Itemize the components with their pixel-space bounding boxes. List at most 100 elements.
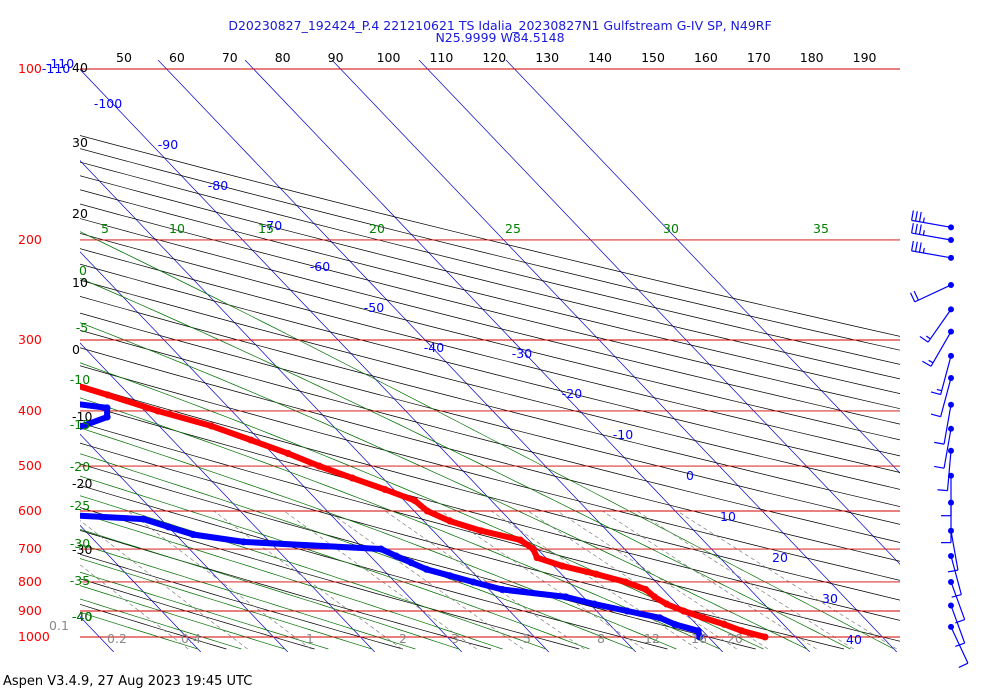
wind-barb-staff [911, 232, 952, 241]
isotherm-label: 10 [720, 509, 736, 524]
wind-barb-feather [934, 441, 945, 445]
dry-adiabat-line [80, 148, 900, 351]
wind-barb-dot [948, 472, 954, 479]
dewpoint-point [422, 565, 430, 573]
wind-barb-staff [940, 355, 952, 395]
mixing-ratio-label: 0.4 [181, 631, 201, 646]
isotherm-label: 30 [822, 591, 838, 606]
mixing-ratio-line [676, 510, 897, 650]
isotherm-label: 0 [686, 468, 694, 483]
theta-label: 5 [101, 221, 109, 236]
wind-barb-staff [943, 404, 952, 445]
theta-label: -30 [70, 536, 90, 551]
dry-adiabat-line [80, 263, 900, 473]
theta-label: 35 [813, 221, 829, 236]
dewpoint-point [1, 388, 8, 395]
wind-barb-half-feather [936, 388, 942, 392]
temperature-point [621, 578, 629, 586]
mixing-ratio-label: 1 [306, 631, 314, 646]
theta-label: -5 [76, 320, 88, 335]
dewpoint-point [189, 531, 197, 539]
mixing-ratio-line [636, 510, 854, 650]
wind-barb-feather [919, 335, 929, 343]
pressure-label: 400 [18, 403, 42, 418]
temperature-point [423, 507, 431, 515]
height-label: 10 [72, 275, 88, 290]
top-axis-label: 140 [588, 50, 612, 65]
wind-barb-dot [948, 552, 954, 559]
wind-barb-feather [930, 413, 941, 418]
temperature-point [477, 527, 485, 535]
wind-barb-staff [950, 555, 962, 595]
top-axis-label: 110 [429, 50, 453, 65]
theta-label: 15 [258, 221, 274, 236]
moist-adiabat-line [80, 427, 677, 650]
wind-barb-staff [940, 377, 952, 417]
dry-adiabat-line [80, 296, 900, 507]
height-label: -30 [72, 542, 92, 557]
mixing-ratio-line [557, 510, 769, 650]
wind-barb-staff [946, 450, 952, 491]
isotherm-label: -20 [562, 386, 582, 401]
wind-barb-feather [955, 642, 965, 648]
temperature-point [446, 517, 454, 525]
mixing-ratio-label: 20 [727, 631, 743, 646]
wind-barb-dot [948, 527, 954, 534]
mixing-ratio-label: 12 [644, 631, 660, 646]
theta-label: -25 [70, 498, 90, 513]
temperature-point [699, 614, 707, 622]
isobar-lines [80, 68, 900, 638]
mixing-ratio-line [80, 520, 248, 650]
theta-label: -35 [70, 573, 90, 588]
dry-adiabat-line [80, 383, 900, 601]
temperature-point [529, 545, 537, 553]
chart-title: D20230827_192424_P.4 221210621 TS Idalia… [0, 19, 1000, 44]
dewpoint-point [696, 633, 704, 641]
dry-adiabat-line [80, 463, 756, 650]
temperature-point [761, 633, 769, 641]
isotherm-line [80, 342, 376, 652]
mixing-ratio-line [80, 564, 189, 650]
wind-barb [934, 425, 954, 469]
wind-barb-feather [913, 290, 919, 301]
dewpoint-point [164, 523, 172, 531]
grid-lines [80, 60, 900, 652]
temperature-point [738, 627, 746, 635]
temperature-point [348, 474, 356, 482]
dry-adiabat-line [80, 530, 492, 650]
wind-barb-half-feather [925, 335, 931, 340]
moist-adiabat-line [80, 543, 416, 650]
height-label: 40 [72, 60, 88, 75]
wind-barb-feather [914, 223, 918, 234]
temperature-point [284, 449, 292, 457]
dry-adiabat-line [80, 603, 227, 650]
wind-barb [948, 602, 966, 648]
wind-barb-staff [930, 331, 952, 367]
top-axis-label: 90 [328, 50, 344, 65]
isotherm-line [80, 251, 463, 652]
isotherm-label: -80 [208, 178, 228, 193]
moist-adiabat-line [80, 495, 547, 650]
isotherm-line [244, 60, 811, 652]
wind-barb-dot [948, 447, 954, 454]
moist-adiabat-line [80, 453, 634, 650]
moist-adiabat-line [80, 362, 764, 650]
wind-barb-dot [948, 578, 954, 585]
temperature-point [516, 536, 524, 544]
wind-barb-feather [930, 391, 941, 396]
theta-label: -40 [72, 609, 92, 624]
isotherm-label: -30 [512, 346, 532, 361]
temperature-trace [80, 383, 768, 640]
wind-barb-dot [948, 623, 954, 630]
moist-adiabat-line [80, 231, 895, 650]
temperature-point [247, 436, 255, 444]
wind-barb-feather [947, 569, 959, 573]
top-axis-label: 130 [535, 50, 559, 65]
height-label: -40 [72, 609, 92, 624]
temperature-point [720, 620, 728, 628]
top-axis-label: 60 [169, 50, 185, 65]
moist-adiabat-line [80, 322, 808, 650]
dewpoint-point [407, 559, 415, 567]
pressure-label: 1000 [18, 629, 50, 644]
